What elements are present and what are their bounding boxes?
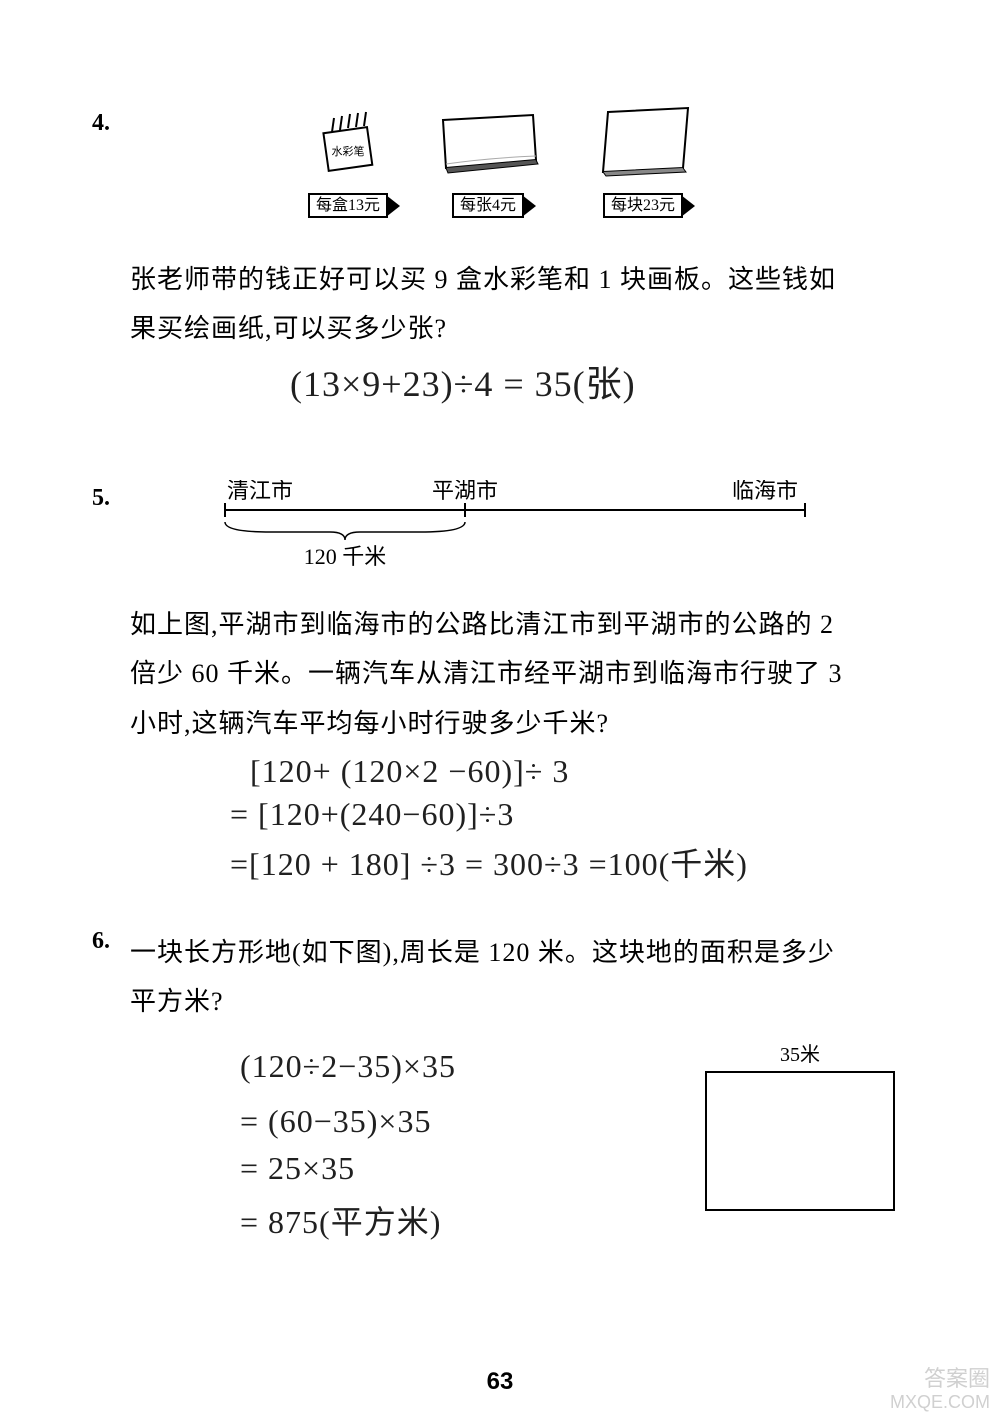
- distance-label: 120 千米: [304, 544, 387, 569]
- p4-line1: 张老师带的钱正好可以买 9 盒水彩笔和 1 块画板。这些钱如: [130, 255, 890, 304]
- p4-answer: (13×9+23)÷4 = 35(张): [290, 355, 636, 407]
- watermark-top: 答案圈: [890, 1366, 990, 1392]
- board-icon: [588, 100, 698, 180]
- p6-line2: 平方米?: [130, 987, 224, 1016]
- svg-text:水彩笔: 水彩笔: [332, 144, 365, 158]
- problem-4-items: 水彩笔 每盒13元 每张4元 每块23元: [290, 100, 850, 215]
- city-left-label: 清江市: [227, 480, 293, 503]
- city-mid-label: 平湖市: [432, 480, 498, 503]
- board-price: 每块23元: [603, 193, 683, 218]
- item-crayons: 水彩笔 每盒13元: [308, 100, 388, 215]
- p6-work: (120÷2−35)×35 = (60−35)×35 = 25×35 = 875…: [240, 1048, 456, 1243]
- p6-line1: 一块长方形地(如下图),周长是 120 米。这块地的面积是多少: [130, 938, 835, 967]
- p6-hand2: = (60−35)×35: [240, 1103, 456, 1140]
- p6-hand1: (120÷2−35)×35: [240, 1048, 456, 1085]
- rectangle-diagram: [705, 1071, 895, 1211]
- city-right-label: 临海市: [732, 480, 798, 503]
- problem-6-rect-wrap: 35米: [705, 1038, 895, 1211]
- watermark-bottom: MXQE.COM: [890, 1392, 990, 1414]
- p5-hand1: [120+ (120×2 −60)]÷ 3: [250, 753, 748, 790]
- problem-5-number: 5.: [92, 485, 110, 512]
- problem-6-text: 一块长方形地(如下图),周长是 120 米。这块地的面积是多少 平方米?: [130, 928, 900, 1027]
- p5-hand2: = [120+(240−60)]÷3: [230, 796, 748, 833]
- p6-hand4: = 875(平方米): [240, 1197, 456, 1243]
- p5-line1: 如上图,平湖市到临海市的公路比清江市到平湖市的公路的 2: [130, 600, 900, 649]
- item-board: 每块23元: [588, 100, 698, 215]
- problem-5-diagram: 清江市 平湖市 临海市 120 千米: [210, 480, 830, 580]
- problem-5-text: 如上图,平湖市到临海市的公路比清江市到平湖市的公路的 2 倍少 60 千米。一辆…: [130, 600, 900, 748]
- item-paper: 每张4元: [428, 100, 548, 215]
- crayons-price: 每盒13元: [308, 193, 388, 218]
- p5-line2: 倍少 60 千米。一辆汽车从清江市经平湖市到临海市行驶了 3: [130, 649, 900, 698]
- paper-price: 每张4元: [452, 193, 524, 218]
- p5-work: [120+ (120×2 −60)]÷ 3 = [120+(240−60)]÷3…: [230, 753, 748, 885]
- problem-4-number: 4.: [92, 110, 110, 137]
- rect-label: 35米: [705, 1038, 895, 1067]
- p5-hand3: =[120 + 180] ÷3 = 300÷3 =100(千米): [230, 839, 748, 885]
- page-number: 63: [0, 1368, 1000, 1396]
- watermark: 答案圈 MXQE.COM: [890, 1366, 990, 1414]
- p5-line3: 小时,这辆汽车平均每小时行驶多少千米?: [130, 699, 900, 748]
- p4-line2: 果买绘画纸,可以买多少张?: [130, 304, 890, 353]
- p6-hand3: = 25×35: [240, 1150, 456, 1187]
- crayons-icon: 水彩笔: [308, 100, 388, 180]
- problem-4-text: 张老师带的钱正好可以买 9 盒水彩笔和 1 块画板。这些钱如 果买绘画纸,可以买…: [130, 255, 890, 354]
- paper-icon: [428, 100, 548, 180]
- problem-6-number: 6.: [92, 928, 110, 955]
